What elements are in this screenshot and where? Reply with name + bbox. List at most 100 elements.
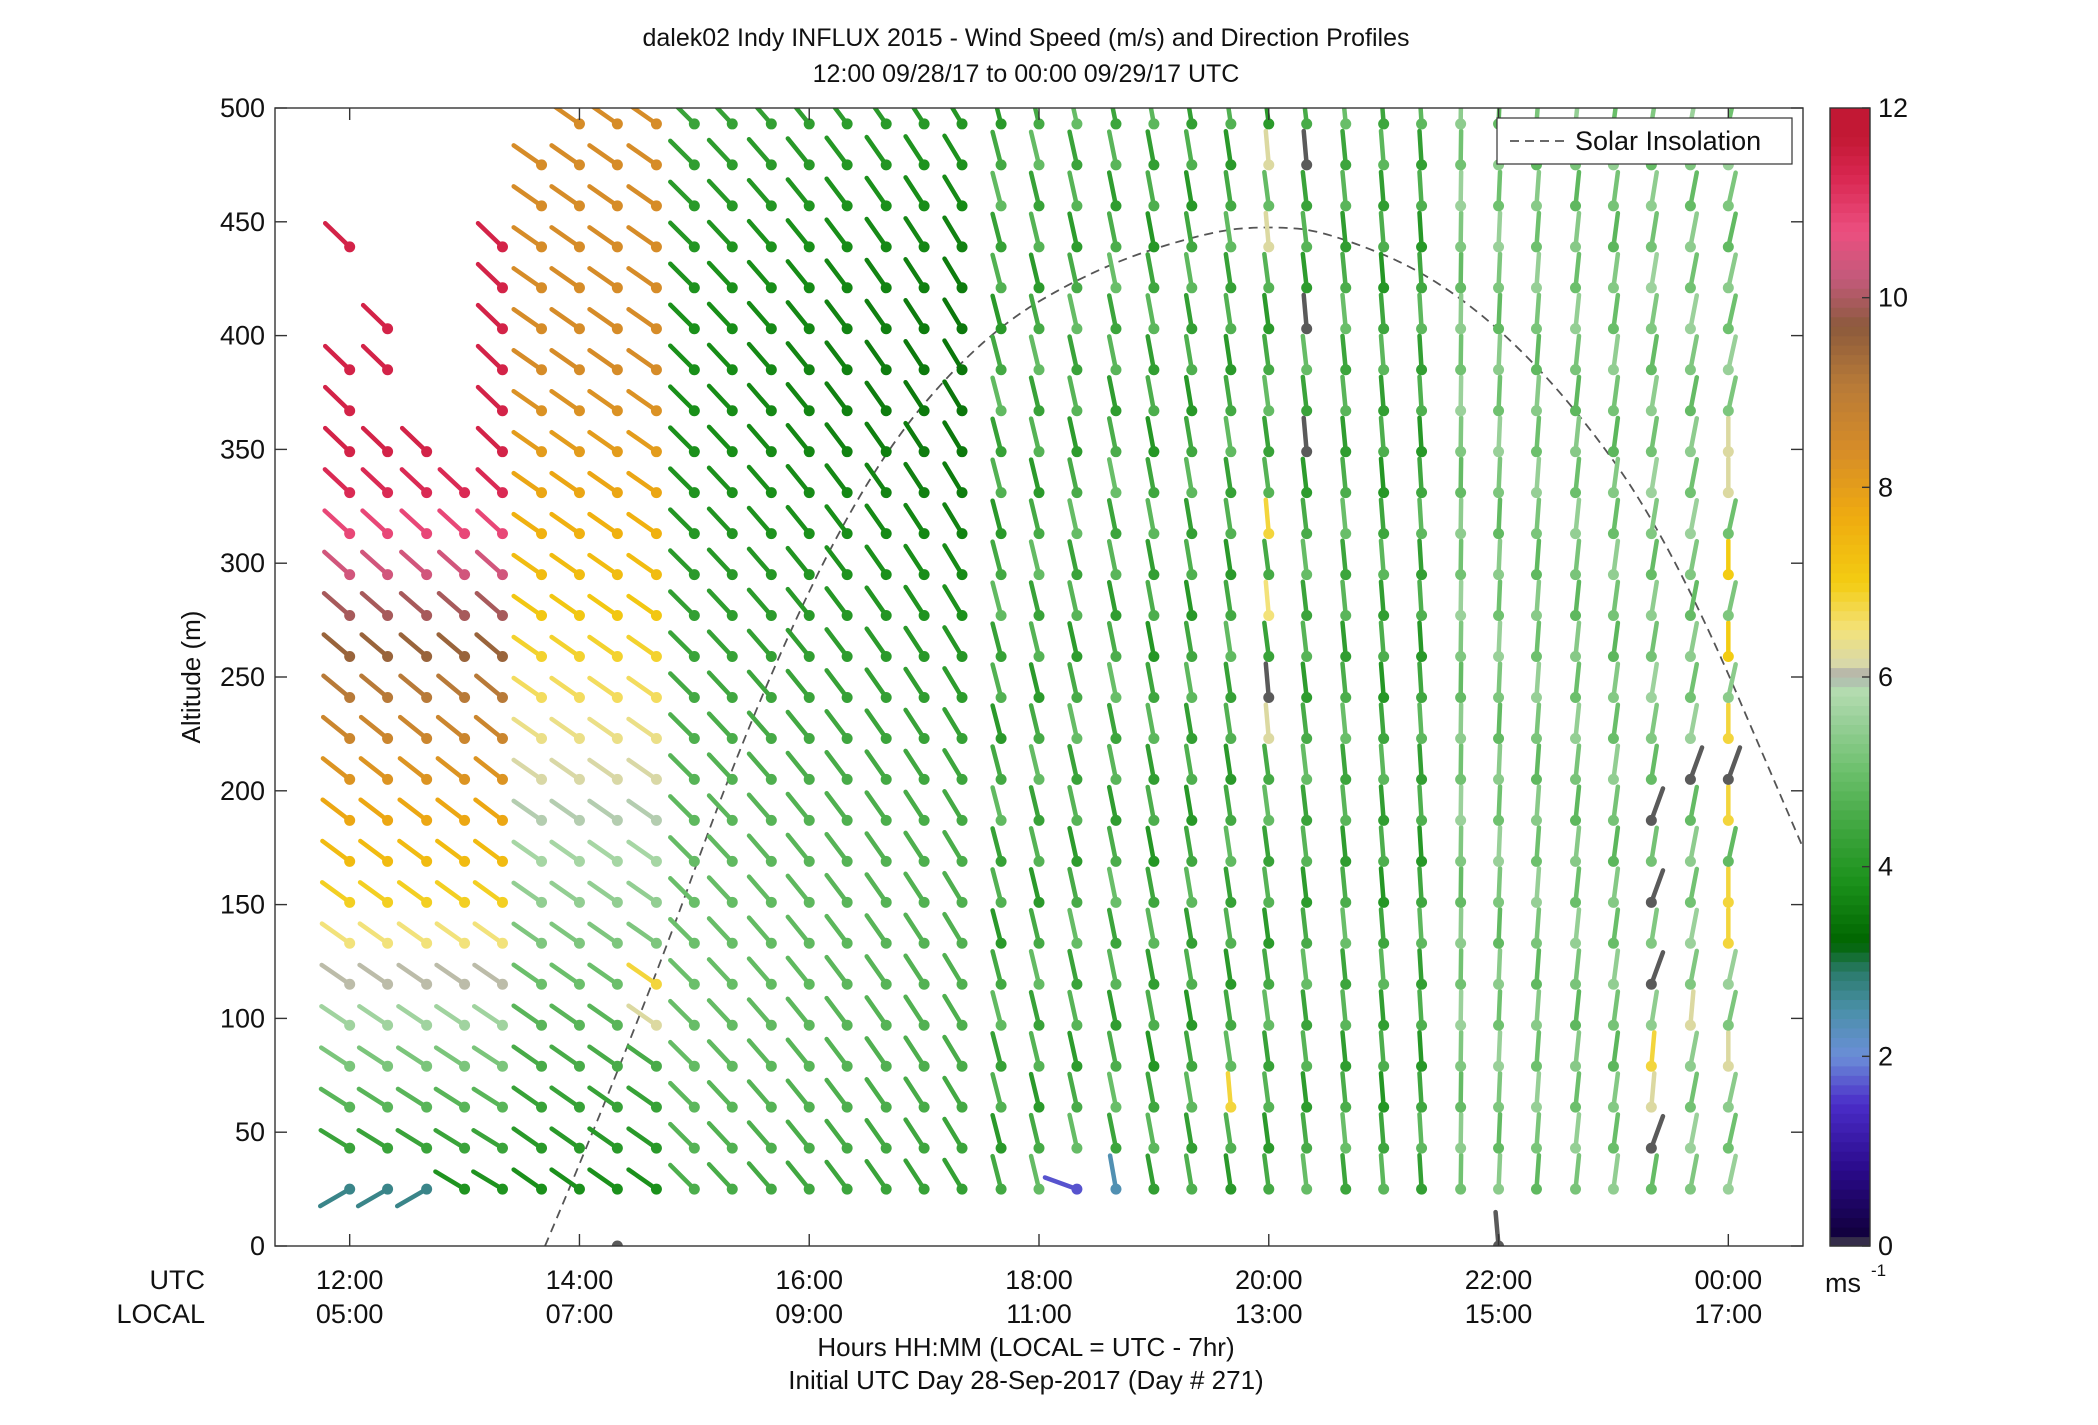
wind-barb-stem — [824, 135, 850, 168]
wind-barb-dot — [956, 528, 968, 540]
wind-barb-stem — [549, 962, 582, 987]
colorbar-unit-label: ms -1 — [1825, 1261, 1886, 1298]
wind-barb-dot — [1455, 1019, 1467, 1031]
wind-barb-dot — [1684, 200, 1696, 212]
wind-barb-dot — [1301, 732, 1313, 744]
wind-barb-dot — [1684, 1183, 1696, 1195]
wind-barb-dot — [1416, 528, 1428, 540]
wind-barb-stem — [1496, 292, 1503, 332]
wind-barb-dot — [1110, 978, 1122, 990]
wind-barb-dot — [1148, 937, 1160, 949]
wind-barb-stem — [903, 748, 927, 782]
wind-barb-dot — [1570, 1142, 1582, 1154]
wind-barb-stem — [1067, 416, 1080, 454]
wind-barb-dot — [841, 773, 853, 785]
wind-barb-stem — [587, 225, 620, 250]
wind-barb-stem — [942, 297, 965, 332]
wind-barb-dot — [611, 528, 623, 540]
wind-barb-stem — [1106, 375, 1119, 413]
wind-barb-dot — [1455, 405, 1467, 417]
wind-barb-dot — [765, 118, 777, 130]
wind-barb-dot — [956, 1019, 968, 1031]
wind-barb-stem — [399, 549, 429, 577]
wind-barb-stem — [1688, 538, 1700, 577]
wind-barb-dot — [1071, 732, 1083, 744]
wind-barb-dot — [573, 855, 585, 867]
wind-barb-stem — [785, 545, 812, 577]
wind-barb-dot — [1148, 773, 1160, 785]
wind-barb-stem — [587, 266, 620, 291]
colorbar-segment — [1830, 525, 1870, 536]
wind-barb-dot — [1684, 691, 1696, 703]
wind-barb-dot — [611, 487, 623, 499]
wind-barb-stem — [1611, 251, 1621, 291]
wind-barb-dot — [1340, 691, 1352, 703]
wind-barb-stem — [1611, 333, 1621, 372]
wind-barb-dot — [1570, 487, 1582, 499]
wind-barb-dot — [650, 610, 662, 622]
wind-barb-dot — [1110, 200, 1122, 212]
wind-barb-stem — [475, 343, 505, 372]
wind-barb-stem — [746, 177, 774, 209]
wind-barb-dot — [611, 651, 623, 663]
wind-barb-dot — [1110, 1060, 1122, 1072]
wind-barb-stem — [1378, 497, 1386, 536]
wind-barb-dot — [1110, 937, 1122, 949]
wind-barb-stem — [472, 962, 505, 987]
wind-barb-dot — [1722, 446, 1734, 458]
wind-barb-stem — [1028, 867, 1042, 905]
wind-barb-stem — [1340, 538, 1348, 577]
wind-barb-stem — [1458, 784, 1464, 823]
wind-barb-stem — [1534, 333, 1542, 372]
wind-barb-stem — [1106, 743, 1119, 782]
wind-barb-stem — [1458, 702, 1464, 741]
wind-barb-stem — [990, 1112, 1004, 1151]
wind-barb-dot — [1071, 487, 1083, 499]
wind-barb-stem — [626, 962, 659, 987]
wind-barb-dot — [1684, 978, 1696, 990]
wind-barb-stem — [587, 1085, 620, 1110]
wind-barb-stem — [1688, 661, 1700, 700]
wind-barb-stem — [1611, 579, 1621, 618]
wind-barb-dot — [1645, 405, 1657, 417]
wind-barb-dot — [880, 937, 892, 949]
wind-barb-dot — [1493, 364, 1505, 376]
wind-barb-dot — [382, 978, 394, 990]
wind-barb-dot — [496, 364, 508, 376]
wind-barb-dot — [496, 1060, 508, 1072]
wind-barb-dot — [344, 732, 356, 744]
wind-barb-dot — [1684, 651, 1696, 663]
wind-barb-stem — [511, 1126, 544, 1151]
wind-barb-dot — [1301, 937, 1313, 949]
wind-barb-dot — [765, 241, 777, 253]
wind-barb-stem — [824, 790, 850, 823]
wind-barb-dot — [1493, 569, 1505, 581]
colorbar-tick-label: 12 — [1878, 93, 1908, 123]
wind-barb-stem — [359, 590, 390, 618]
wind-barb-dot — [880, 405, 892, 417]
wind-barb-dot — [611, 978, 623, 990]
colorbar-segment — [1830, 126, 1870, 138]
wind-barb-dot — [688, 159, 700, 171]
wind-barb-stem — [1028, 375, 1042, 413]
wind-barb-stem — [1458, 620, 1464, 659]
x-tick-label-local: 07:00 — [546, 1299, 614, 1329]
wind-barb-dot — [1110, 241, 1122, 253]
wind-barb-stem — [746, 464, 774, 495]
wind-barb-stem — [472, 921, 505, 946]
wind-barb-dot — [1493, 446, 1505, 458]
wind-barb-dot — [650, 200, 662, 212]
wind-barb-dot — [765, 200, 777, 212]
wind-barb-dot — [1301, 691, 1313, 703]
wind-barb-dot — [344, 446, 356, 458]
wind-barb-stem — [1032, 108, 1042, 127]
wind-barb-stem — [824, 340, 850, 372]
wind-barb-dot — [536, 1060, 548, 1072]
wind-barb-dot — [344, 528, 356, 540]
wind-barb-dot — [1340, 569, 1352, 581]
wind-barb-stem — [1496, 415, 1503, 454]
x-tick-label-utc: 16:00 — [775, 1265, 843, 1295]
wind-barb-stem — [511, 962, 544, 987]
wind-barb-dot — [496, 487, 508, 499]
wind-barb-stem — [317, 1186, 352, 1209]
